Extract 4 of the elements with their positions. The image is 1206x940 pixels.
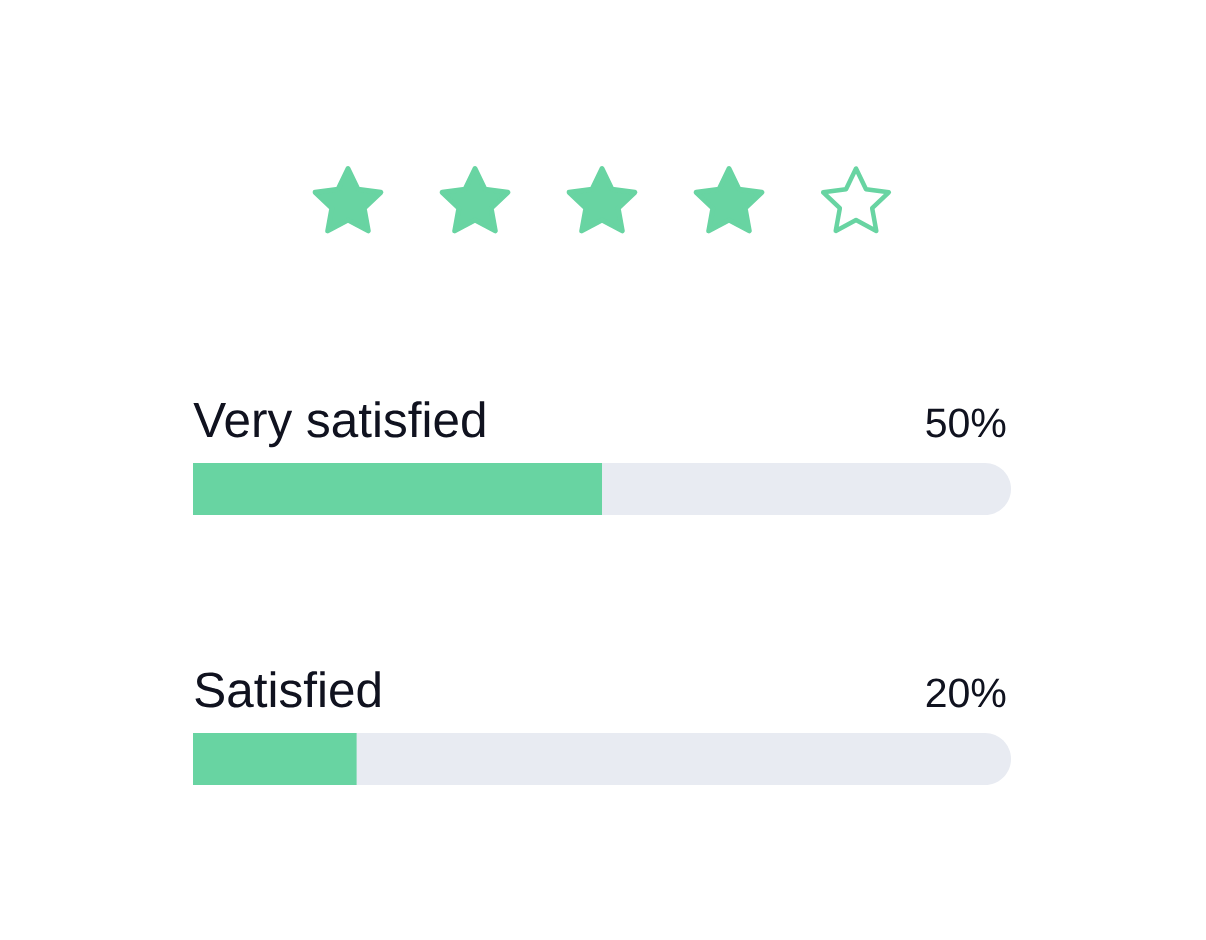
- data-label: 50%: [926, 408, 1006, 438]
- y-tick-label: Very satisfied: [193, 401, 485, 448]
- data-label: 20%: [926, 678, 1006, 708]
- y-tick-label: Satisfied: [195, 671, 380, 708]
